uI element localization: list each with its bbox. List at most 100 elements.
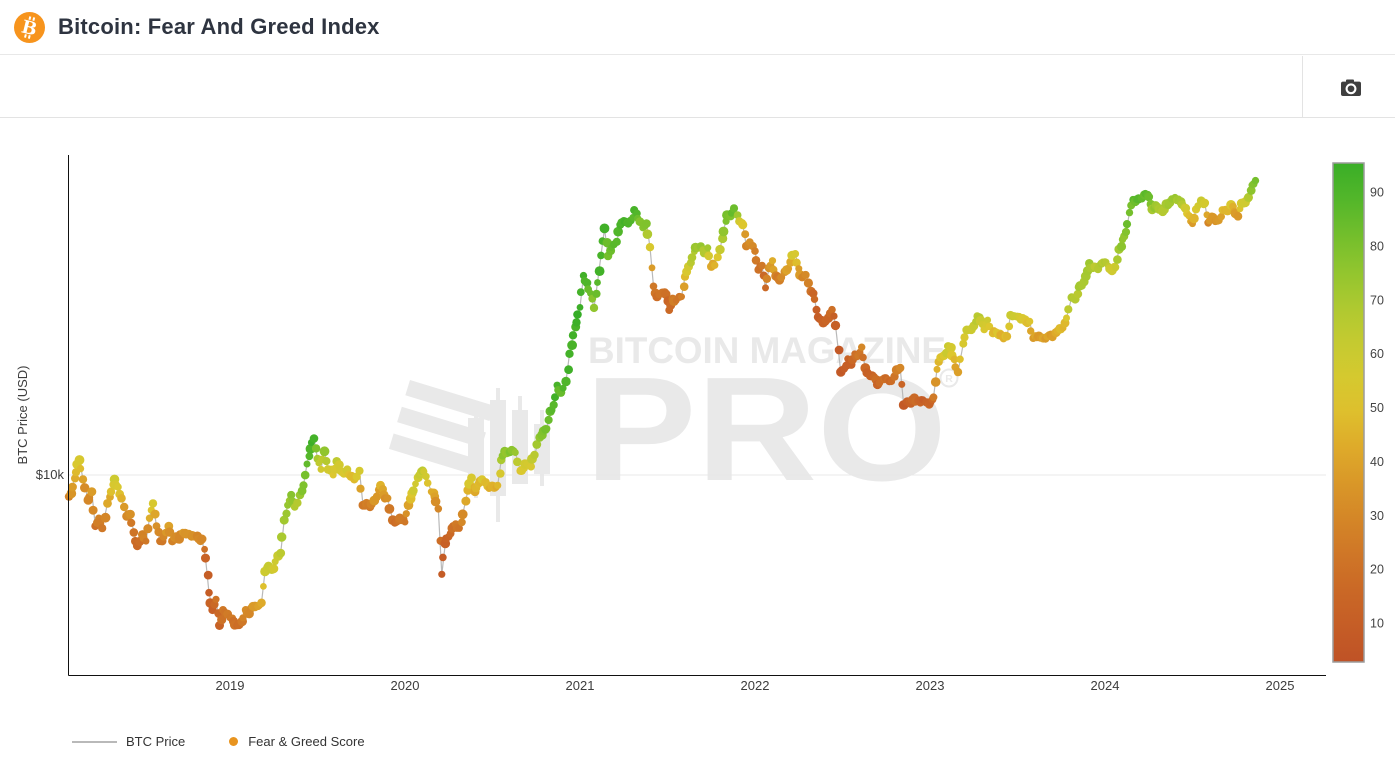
fg-dot[interactable] xyxy=(810,295,819,303)
fg-dot[interactable] xyxy=(372,492,382,501)
fg-dot[interactable] xyxy=(282,509,291,518)
legend-item-fear-greed[interactable]: Fear & Greed Score xyxy=(215,734,365,749)
fg-dot[interactable] xyxy=(461,496,471,506)
fg-dot[interactable] xyxy=(201,545,209,553)
fg-dot[interactable] xyxy=(1113,255,1122,264)
fg-dot[interactable] xyxy=(455,524,463,532)
fg-dot[interactable] xyxy=(120,502,129,512)
fg-dot[interactable] xyxy=(898,380,906,388)
fg-dot[interactable] xyxy=(1200,198,1210,208)
fg-dot[interactable] xyxy=(319,446,330,457)
fg-dot[interactable] xyxy=(830,312,838,320)
fg-dot[interactable] xyxy=(276,548,286,558)
fg-dot[interactable] xyxy=(543,425,551,433)
fg-dot[interactable] xyxy=(956,355,964,363)
fg-dot[interactable] xyxy=(1121,227,1131,237)
fg-dot[interactable] xyxy=(715,244,725,255)
fg-dot[interactable] xyxy=(1026,317,1034,325)
fg-dot[interactable] xyxy=(458,518,466,527)
fg-dot[interactable] xyxy=(1111,263,1120,272)
fg-dot[interactable] xyxy=(355,466,364,475)
fg-dot[interactable] xyxy=(1217,212,1226,221)
fg-dot[interactable] xyxy=(594,266,605,276)
fg-dot[interactable] xyxy=(576,304,584,311)
fg-dot[interactable] xyxy=(559,384,567,392)
fg-dot[interactable] xyxy=(260,583,267,590)
fg-dot[interactable] xyxy=(71,474,80,483)
fg-dot[interactable] xyxy=(527,462,535,471)
fg-dot[interactable] xyxy=(279,515,289,525)
fg-dot[interactable] xyxy=(203,570,213,580)
fg-dot[interactable] xyxy=(718,233,728,244)
fg-dot[interactable] xyxy=(642,229,653,239)
fg-dot[interactable] xyxy=(1005,322,1014,331)
fg-dot[interactable] xyxy=(430,496,441,507)
fg-dot[interactable] xyxy=(645,243,655,252)
fg-dot[interactable] xyxy=(567,340,577,351)
fg-dot[interactable] xyxy=(143,524,153,534)
fg-dot[interactable] xyxy=(896,363,905,373)
fg-dot[interactable] xyxy=(751,247,759,255)
fg-dot[interactable] xyxy=(1122,220,1132,229)
fg-dot[interactable] xyxy=(197,534,207,544)
fg-dot[interactable] xyxy=(467,473,476,483)
fg-dot[interactable] xyxy=(930,377,941,387)
camera-snapshot-button[interactable] xyxy=(1331,72,1371,102)
fg-dot[interactable] xyxy=(729,204,739,213)
fg-dot[interactable] xyxy=(1144,192,1154,202)
fg-dot[interactable] xyxy=(127,518,136,528)
fg-dot[interactable] xyxy=(1189,213,1199,224)
fg-dot[interactable] xyxy=(277,532,287,542)
legend-item-btc-price[interactable]: BTC Price xyxy=(72,734,185,749)
fg-dot[interactable] xyxy=(1027,327,1035,335)
fg-dot[interactable] xyxy=(812,305,821,314)
fg-dot[interactable] xyxy=(642,219,651,228)
fg-dot[interactable] xyxy=(687,253,697,262)
fg-dot[interactable] xyxy=(679,282,689,292)
fg-dot[interactable] xyxy=(269,564,279,574)
fg-dot[interactable] xyxy=(564,365,573,375)
fg-dot[interactable] xyxy=(704,251,713,261)
fg-dot[interactable] xyxy=(1116,241,1127,252)
fg-dot[interactable] xyxy=(933,365,941,373)
fg-dot[interactable] xyxy=(530,450,539,460)
fg-dot[interactable] xyxy=(568,331,578,340)
fg-dot[interactable] xyxy=(830,320,841,331)
fg-dot[interactable] xyxy=(532,440,542,449)
fg-dot[interactable] xyxy=(561,376,571,387)
fg-dot[interactable] xyxy=(317,465,325,473)
fg-dot[interactable] xyxy=(106,487,116,496)
fg-dot[interactable] xyxy=(544,415,553,425)
fg-dot[interactable] xyxy=(549,400,558,410)
fg-dot[interactable] xyxy=(1063,314,1070,322)
fg-dot[interactable] xyxy=(565,349,574,358)
fg-dot[interactable] xyxy=(828,305,836,314)
fg-dot[interactable] xyxy=(960,333,969,342)
fg-dot[interactable] xyxy=(205,588,213,597)
fg-dot[interactable] xyxy=(68,482,77,492)
fg-dot[interactable] xyxy=(589,303,599,313)
fg-dot[interactable] xyxy=(959,339,968,348)
fg-dot[interactable] xyxy=(1251,176,1260,185)
fg-dot[interactable] xyxy=(758,261,766,270)
fg-dot[interactable] xyxy=(117,494,126,503)
fg-dot[interactable] xyxy=(768,257,777,265)
fg-dot[interactable] xyxy=(612,237,621,246)
fg-dot[interactable] xyxy=(129,528,139,537)
fg-dot[interactable] xyxy=(738,220,748,230)
fg-dot[interactable] xyxy=(1002,332,1012,341)
fg-dot[interactable] xyxy=(859,353,867,362)
fg-dot[interactable] xyxy=(494,481,502,489)
fg-dot[interactable] xyxy=(402,510,410,518)
fg-dot[interactable] xyxy=(1073,289,1083,299)
fg-dot[interactable] xyxy=(257,598,266,608)
fg-dot[interactable] xyxy=(422,472,430,481)
fg-dot[interactable] xyxy=(1233,212,1243,221)
fg-dot[interactable] xyxy=(678,293,685,301)
fg-dot[interactable] xyxy=(293,498,302,508)
fg-dot[interactable] xyxy=(305,452,314,461)
fg-dot[interactable] xyxy=(114,483,122,491)
fg-dot[interactable] xyxy=(457,509,468,520)
fg-dot[interactable] xyxy=(572,318,581,327)
fg-dot[interactable] xyxy=(551,393,559,402)
